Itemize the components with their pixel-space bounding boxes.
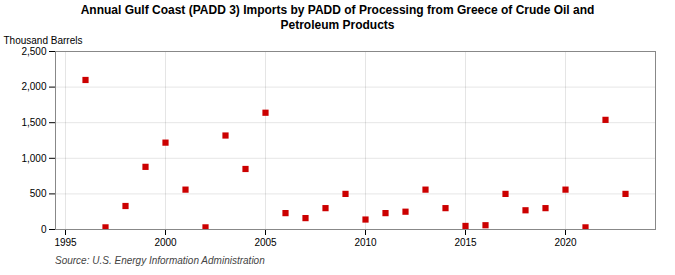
- svg-text:2,000: 2,000: [21, 81, 46, 92]
- html-text:Annual Gulf Coast (PADD 3) Imp: Annual Gulf Coast (PADD 3) Imports by PA…: [80, 3, 595, 32]
- svg-text:2015: 2015: [454, 237, 477, 248]
- svg-text:2,500: 2,500: [21, 46, 46, 57]
- svg-text:1,000: 1,000: [21, 153, 46, 164]
- svg-text:2020: 2020: [554, 237, 577, 248]
- svg-text:2005: 2005: [254, 237, 277, 248]
- svg-text:1995: 1995: [54, 237, 77, 248]
- svg-text:500: 500: [30, 188, 47, 199]
- svg-text:1,500: 1,500: [21, 117, 46, 128]
- html-text:Source: U.S. Energy Informatio: Source: U.S. Energy Information Administ…: [55, 255, 265, 266]
- svg-text:0: 0: [41, 224, 47, 235]
- svg-text:Thousand Barrels: Thousand Barrels: [4, 35, 83, 46]
- svg-text:2000: 2000: [154, 237, 177, 248]
- svg-text:2010: 2010: [354, 237, 377, 248]
